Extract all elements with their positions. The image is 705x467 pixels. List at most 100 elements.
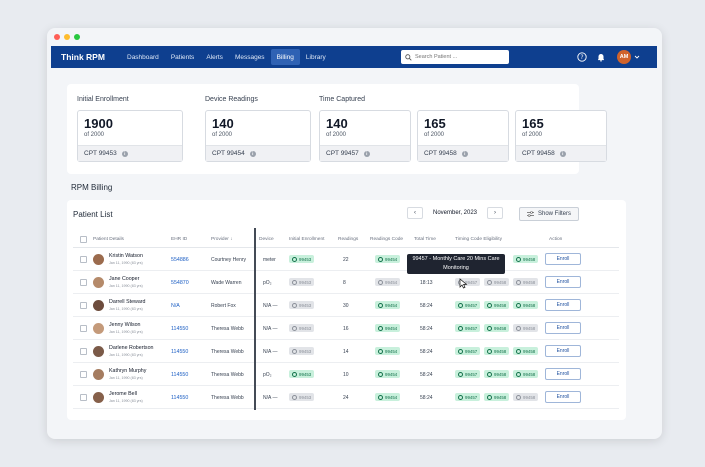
search-box[interactable]	[401, 50, 509, 64]
col-device[interactable]: Device	[259, 237, 274, 242]
timing-code-99458-extra-badge[interactable]: 99458	[513, 255, 539, 263]
timing-code-99457-badge[interactable]: 99457	[455, 347, 481, 355]
col-action[interactable]: Action	[549, 237, 563, 242]
enrollment-code-badge[interactable]: 99453	[289, 301, 315, 309]
row-checkbox[interactable]	[80, 371, 87, 378]
patient-name[interactable]: Kathryn Murphy	[109, 368, 147, 374]
timing-code-99457-badge[interactable]: 99457	[455, 370, 481, 378]
ehr-id-link[interactable]: 554870	[171, 280, 189, 286]
readings-code-badge[interactable]: 99454	[375, 301, 401, 309]
enrollment-code-badge[interactable]: 99453	[289, 370, 315, 378]
readings-code-badge[interactable]: 99454	[375, 347, 401, 355]
timing-code-99458-extra-badge[interactable]: 99458	[513, 301, 539, 309]
col-timing-code-eligibility[interactable]: Timing Code Eligibility	[455, 237, 503, 242]
timing-code-99458-badge[interactable]: 99458	[484, 324, 510, 332]
patient-name[interactable]: Jerome Bell	[109, 391, 137, 397]
info-icon[interactable]: i	[121, 150, 128, 157]
timing-code-99458-extra-badge[interactable]: 99458	[513, 278, 539, 286]
timing-code-99458-badge[interactable]: 99458	[484, 393, 510, 401]
nav-messages[interactable]: Messages	[234, 53, 265, 61]
patient-name[interactable]: Jane Cooper	[109, 276, 140, 282]
nav-patients[interactable]: Patients	[170, 53, 195, 61]
col-provider[interactable]: Provider ↓	[211, 237, 233, 242]
col-ehr-id[interactable]: EHR ID	[171, 237, 188, 242]
show-filters-button[interactable]: Show Filters	[519, 207, 579, 221]
nav-dashboard[interactable]: Dashboard	[127, 53, 159, 61]
user-avatar[interactable]: AM	[617, 50, 631, 64]
timing-code-99457-badge[interactable]: 99457	[455, 324, 481, 332]
row-checkbox[interactable]	[80, 325, 87, 332]
patient-name[interactable]: Kristin Watson	[109, 253, 143, 259]
timing-code-99458-extra-badge[interactable]: 99458	[513, 393, 539, 401]
ehr-id-link[interactable]: N/A	[171, 303, 180, 309]
enrollment-code-badge[interactable]: 99453	[289, 324, 315, 332]
search-input[interactable]	[415, 54, 509, 60]
brand-logo[interactable]: Think RPM	[61, 52, 105, 62]
info-icon[interactable]: i	[363, 150, 370, 157]
metric-sub: of 2000	[522, 132, 543, 138]
chevron-down-icon[interactable]	[634, 54, 640, 60]
patient-name[interactable]: Jenny Wilson	[109, 322, 141, 328]
timing-code-99458-badge[interactable]: 99458	[484, 347, 510, 355]
maximize-window-button[interactable]	[74, 34, 80, 40]
ehr-id-link[interactable]: 114550	[171, 349, 189, 355]
info-icon[interactable]: i	[559, 150, 566, 157]
timing-code-99458-badge[interactable]: 99458	[484, 278, 510, 286]
timing-code-99457-badge[interactable]: 99457	[455, 393, 481, 401]
enroll-button[interactable]: Enroll	[545, 253, 581, 265]
timing-code-99458-badge[interactable]: 99458	[484, 301, 510, 309]
nav-billing[interactable]: Billing	[270, 49, 300, 65]
timing-code-99458-extra-badge[interactable]: 99458	[513, 370, 539, 378]
timing-code-99457-badge[interactable]: 99457	[455, 301, 481, 309]
col-initial-enrollment[interactable]: Initial Enrollment	[289, 237, 325, 242]
timing-code-99458-badge[interactable]: 99458	[484, 370, 510, 378]
nav-library[interactable]: Library	[305, 53, 326, 61]
readings-code-badge[interactable]: 99454	[375, 255, 401, 263]
bell-icon[interactable]	[596, 52, 606, 62]
enrollment-code-badge[interactable]: 99453	[289, 393, 315, 401]
patient-name[interactable]: Darrell Steward	[109, 299, 146, 305]
timing-code-99458-extra-badge[interactable]: 99458	[513, 347, 539, 355]
enrollment-code-badge[interactable]: 99453	[289, 278, 315, 286]
enrollment-code-badge[interactable]: 99453	[289, 255, 315, 263]
readings-code-badge[interactable]: 99454	[375, 278, 401, 286]
readings-code-badge[interactable]: 99454	[375, 393, 401, 401]
timing-code-99458-extra-badge[interactable]: 99458	[513, 324, 539, 332]
close-window-button[interactable]	[54, 34, 60, 40]
readings-code-badge[interactable]: 99454	[375, 324, 401, 332]
enroll-button[interactable]: Enroll	[545, 368, 581, 380]
next-month-button[interactable]: ›	[487, 207, 503, 219]
info-icon[interactable]: i	[249, 150, 256, 157]
row-checkbox[interactable]	[80, 302, 87, 309]
group-label-time-captured: Time Captured	[319, 96, 366, 103]
row-checkbox[interactable]	[80, 256, 87, 263]
ehr-id-link[interactable]: 114550	[171, 395, 189, 401]
device-name: N/A —	[263, 349, 278, 355]
patient-name[interactable]: Darlene Robertson	[109, 345, 154, 351]
ehr-id-link[interactable]: 114550	[171, 372, 189, 378]
ehr-id-link[interactable]: 554886	[171, 257, 189, 263]
help-icon[interactable]: ?	[577, 52, 587, 62]
prev-month-button[interactable]: ‹	[407, 207, 423, 219]
enroll-button[interactable]: Enroll	[545, 322, 581, 334]
enroll-button[interactable]: Enroll	[545, 345, 581, 357]
ehr-id-link[interactable]: 114550	[171, 326, 189, 332]
select-all-checkbox[interactable]	[80, 236, 87, 243]
avatar	[93, 277, 104, 288]
minimize-window-button[interactable]	[64, 34, 70, 40]
col-patient-details[interactable]: Patient Details	[93, 237, 124, 242]
column-resize-handle[interactable]	[254, 228, 256, 410]
enroll-button[interactable]: Enroll	[545, 299, 581, 311]
row-checkbox[interactable]	[80, 394, 87, 401]
enroll-button[interactable]: Enroll	[545, 391, 581, 403]
nav-alerts[interactable]: Alerts	[206, 53, 223, 61]
row-checkbox[interactable]	[80, 348, 87, 355]
col-readings[interactable]: Readings	[338, 237, 359, 242]
col-readings-code[interactable]: Readings Code	[370, 237, 404, 242]
col-total-time[interactable]: Total Time	[414, 237, 436, 242]
row-checkbox[interactable]	[80, 279, 87, 286]
enrollment-code-badge[interactable]: 99453	[289, 347, 315, 355]
readings-code-badge[interactable]: 99454	[375, 370, 401, 378]
info-icon[interactable]: i	[461, 150, 468, 157]
enroll-button[interactable]: Enroll	[545, 276, 581, 288]
